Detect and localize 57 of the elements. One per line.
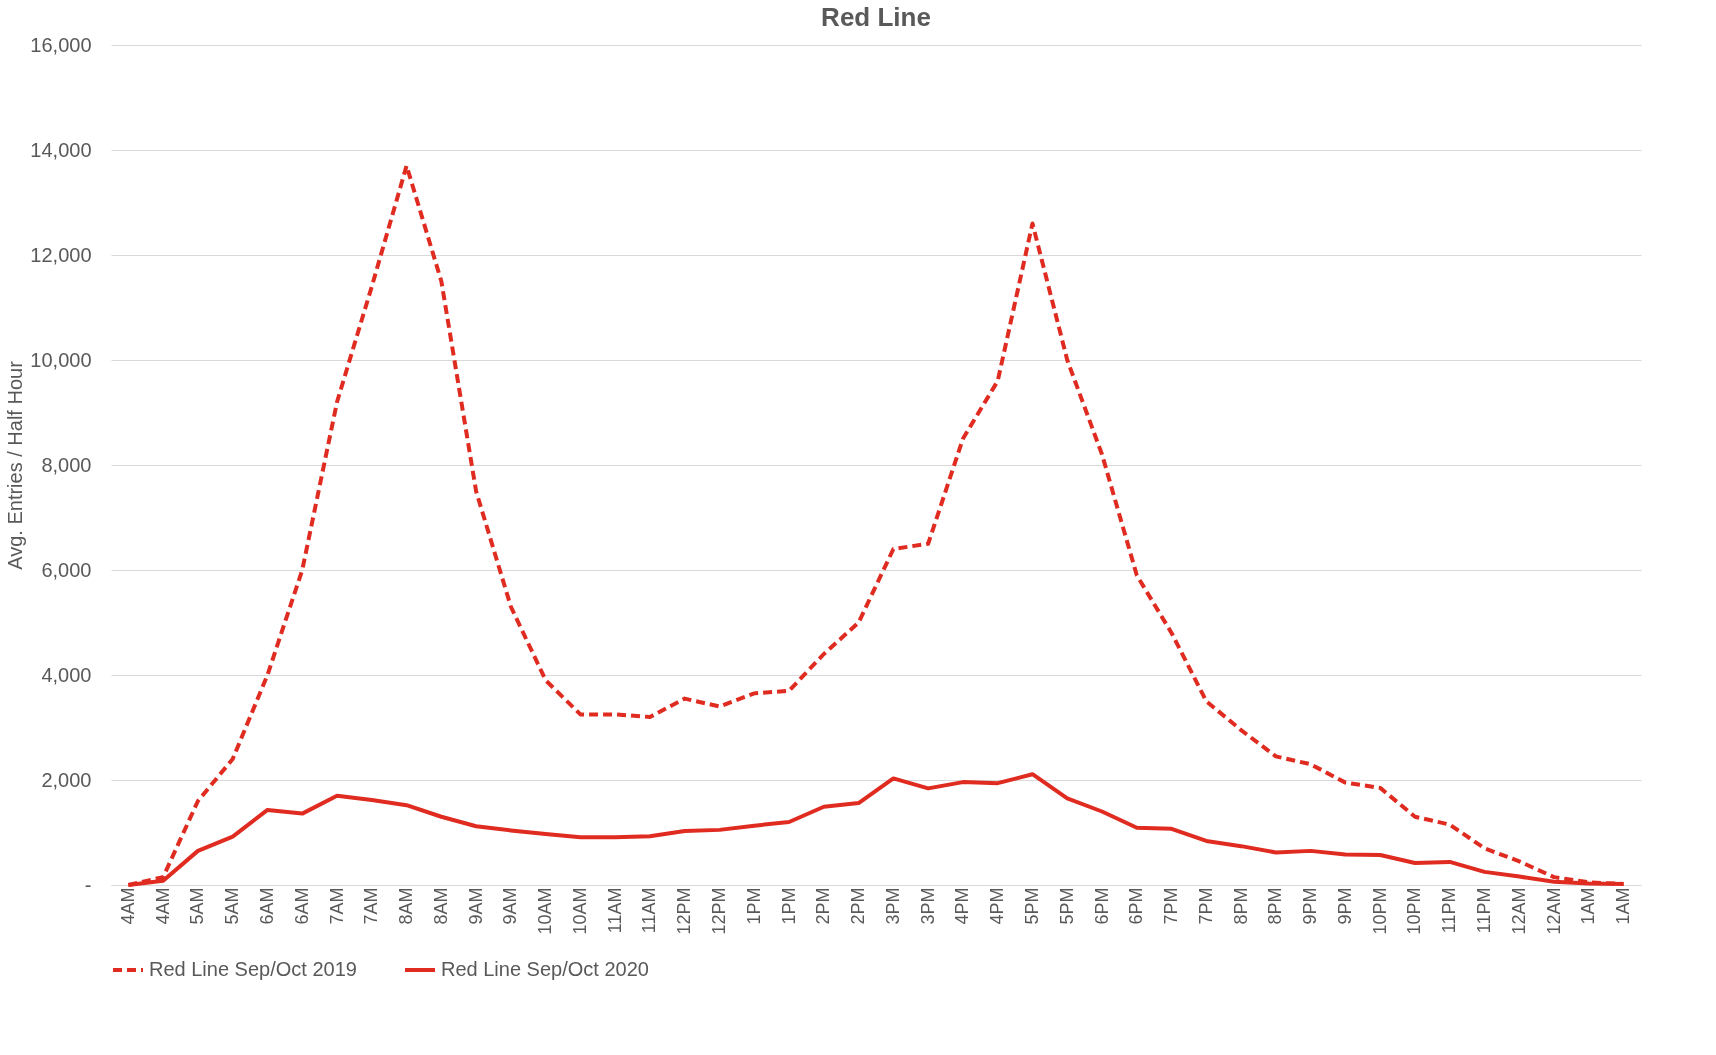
x-tick-label: 12AM <box>1543 887 1564 935</box>
x-tick-label: 4AM <box>152 887 173 925</box>
x-tick-label: 12AM <box>1508 887 1529 935</box>
x-tick-label: 6PM <box>1091 887 1112 925</box>
x-tick-label: 5PM <box>1056 887 1077 925</box>
x-tick-label: 6AM <box>256 887 277 925</box>
y-axis-title: Avg. Entries / Half Hour <box>4 360 27 570</box>
y-tick-label: 14,000 <box>30 138 92 161</box>
x-tick-label: 12PM <box>709 887 730 935</box>
y-tick-label: 6,000 <box>41 558 92 581</box>
x-tick-label: 6AM <box>291 887 312 925</box>
x-tick-label: 4PM <box>987 887 1008 925</box>
x-tick-label: 2PM <box>813 887 834 925</box>
x-tick-label: 5PM <box>1021 887 1042 925</box>
x-tick-label: 1PM <box>778 887 799 925</box>
x-tick-label: 10AM <box>569 887 590 935</box>
legend-label: Red Line Sep/Oct 2019 <box>149 958 357 980</box>
y-tick-label: - <box>84 873 92 896</box>
x-tick-label: 12PM <box>674 887 695 935</box>
x-tick-label: 11PM <box>1439 887 1460 934</box>
x-tick-label: 1PM <box>743 887 764 925</box>
x-tick-label: 1AM <box>1613 887 1634 925</box>
x-tick-label: 9PM <box>1334 887 1355 925</box>
x-tick-label: 4PM <box>952 887 973 925</box>
x-tick-label: 8PM <box>1265 887 1286 925</box>
x-tick-label: 7AM <box>326 887 347 925</box>
legend-label: Red Line Sep/Oct 2020 <box>441 958 649 980</box>
x-tick-label: 11AM <box>639 887 660 934</box>
x-tick-label: 9PM <box>1300 887 1321 925</box>
x-tick-label: 7AM <box>361 887 382 925</box>
x-tick-label: 3PM <box>882 887 903 925</box>
x-tick-label: 3PM <box>917 887 938 925</box>
x-tick-label: 8PM <box>1230 887 1251 925</box>
x-tick-label: 11AM <box>604 887 625 934</box>
x-tick-label: 8AM <box>396 887 417 925</box>
x-tick-label: 7PM <box>1161 887 1182 925</box>
y-tick-label: 10,000 <box>30 348 92 371</box>
y-tick-label: 8,000 <box>41 453 92 476</box>
x-tick-label: 7PM <box>1195 887 1216 925</box>
y-tick-label: 12,000 <box>30 243 92 266</box>
x-tick-label: 10PM <box>1369 887 1390 935</box>
x-tick-label: 2PM <box>848 887 869 925</box>
x-tick-label: 5AM <box>187 887 208 925</box>
y-tick-label: 2,000 <box>41 768 92 791</box>
x-tick-label: 9AM <box>500 887 521 925</box>
x-tick-label: 6PM <box>1126 887 1147 925</box>
y-tick-label: 4,000 <box>41 663 92 686</box>
x-tick-label: 4AM <box>117 887 138 925</box>
x-tick-label: 5AM <box>222 887 243 925</box>
x-tick-label: 9AM <box>465 887 486 925</box>
x-tick-label: 10AM <box>535 887 556 935</box>
x-tick-label: 8AM <box>430 887 451 925</box>
x-tick-label: 1AM <box>1578 887 1599 925</box>
x-tick-label: 10PM <box>1404 887 1425 935</box>
y-tick-label: 16,000 <box>30 33 92 56</box>
x-tick-label: 11PM <box>1474 887 1495 934</box>
chart-title: Red Line <box>821 2 931 32</box>
